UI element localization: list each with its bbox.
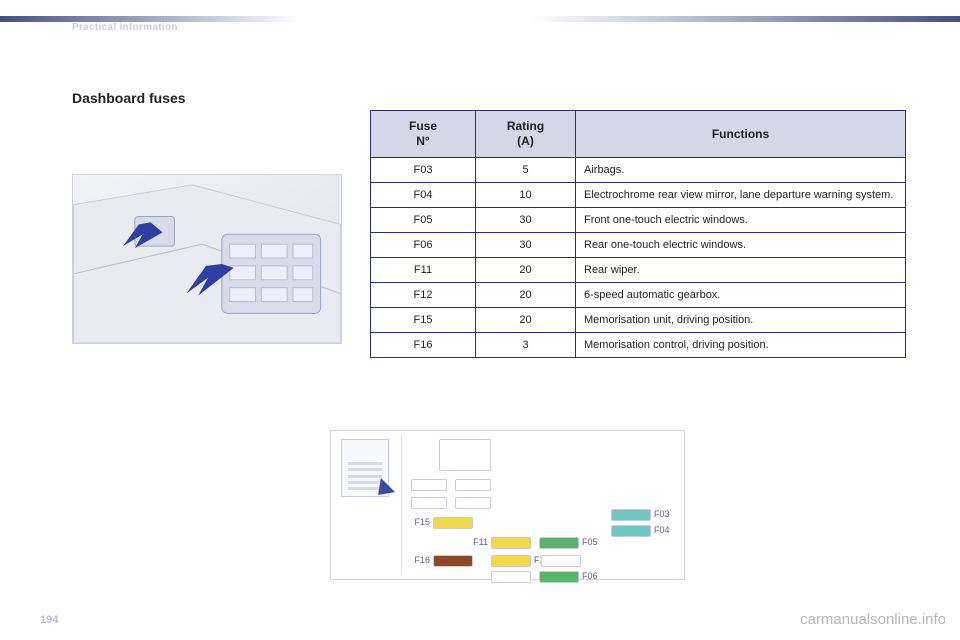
table-cell: F03	[371, 158, 476, 183]
table-cell-function: 6-speed automatic gearbox.	[576, 283, 906, 308]
table-cell: 20	[476, 258, 576, 283]
table-cell: F05	[371, 208, 476, 233]
topbar-right	[530, 16, 960, 22]
table-cell: 10	[476, 183, 576, 208]
diagram-panel: F15F03F04F11F05F16F12F06	[411, 437, 676, 573]
fuse-slot-label: F16	[414, 555, 430, 565]
table-cell: 20	[476, 283, 576, 308]
fuse-slot-f05: F05	[539, 537, 579, 549]
fuse-slot-f04: F04	[611, 525, 651, 537]
fuse-slot-label: F03	[654, 509, 670, 519]
fuse-slot-blank	[411, 497, 447, 509]
table-cell: F16	[371, 333, 476, 358]
fuse-slot-label: F06	[582, 571, 598, 581]
table-row: F1520Memorisation unit, driving position…	[371, 308, 906, 333]
table-cell: F15	[371, 308, 476, 333]
fuse-layout-diagram: F15F03F04F11F05F16F12F06	[330, 430, 685, 580]
table-cell-function: Rear wiper.	[576, 258, 906, 283]
table-cell: 3	[476, 333, 576, 358]
table-header: Rating(A)	[476, 111, 576, 158]
fuse-slot-blank	[491, 571, 531, 583]
fuse-table: FuseN°Rating(A)Functions F035Airbags.F04…	[370, 110, 906, 358]
dashboard-photo	[72, 174, 342, 344]
table-cell-function: Front one-touch electric windows.	[576, 208, 906, 233]
fuse-slot-f06: F06	[539, 571, 579, 583]
fuse-slot-blank	[455, 497, 491, 509]
section-label: Practical information	[72, 22, 178, 33]
table-cell: F04	[371, 183, 476, 208]
fuse-slot-blank	[439, 439, 491, 471]
fuse-slot-label: F05	[582, 537, 598, 547]
fuse-slot-f15: F15	[433, 517, 473, 529]
table-header: FuseN°	[371, 111, 476, 158]
fuse-slot-f03: F03	[611, 509, 651, 521]
table-cell: 30	[476, 233, 576, 258]
fuse-slot-f12: F12	[491, 555, 531, 567]
fuse-slot-label: F15	[414, 517, 430, 527]
table-row: F163Memorisation control, driving positi…	[371, 333, 906, 358]
fuse-slot-f16: F16	[433, 555, 473, 567]
page-number: 194	[40, 614, 58, 626]
fuse-slot-label: F11	[473, 537, 488, 547]
table-cell-function: Airbags.	[576, 158, 906, 183]
table-cell-function: Memorisation unit, driving position.	[576, 308, 906, 333]
table-row: F0410Electrochrome rear view mirror, lan…	[371, 183, 906, 208]
table-cell: 20	[476, 308, 576, 333]
fuse-slot-f11: F11	[491, 537, 531, 549]
table-cell: 5	[476, 158, 576, 183]
fuse-slot-label: F04	[654, 525, 670, 535]
table-row: F1120Rear wiper.	[371, 258, 906, 283]
table-row: F035Airbags.	[371, 158, 906, 183]
table-cell-function: Memorisation control, driving position.	[576, 333, 906, 358]
table-cell-function: Rear one-touch electric windows.	[576, 233, 906, 258]
table-header: Functions	[576, 111, 906, 158]
page-heading: Dashboard fuses	[72, 90, 186, 106]
fuse-slot-blank	[411, 479, 447, 491]
table-row: F0530Front one-touch electric windows.	[371, 208, 906, 233]
table-cell-function: Electrochrome rear view mirror, lane dep…	[576, 183, 906, 208]
table-row: F0630Rear one-touch electric windows.	[371, 233, 906, 258]
table-cell: F06	[371, 233, 476, 258]
fuse-slot-blank	[455, 479, 491, 491]
watermark: carmanualsonline.info	[800, 611, 946, 628]
fuse-slot-blank	[541, 555, 581, 567]
table-cell: F12	[371, 283, 476, 308]
diagram-separator	[401, 435, 402, 575]
dashboard-photo-svg	[73, 175, 341, 343]
table-row: F12206-speed automatic gearbox.	[371, 283, 906, 308]
table-cell: F11	[371, 258, 476, 283]
table-cell: 30	[476, 208, 576, 233]
